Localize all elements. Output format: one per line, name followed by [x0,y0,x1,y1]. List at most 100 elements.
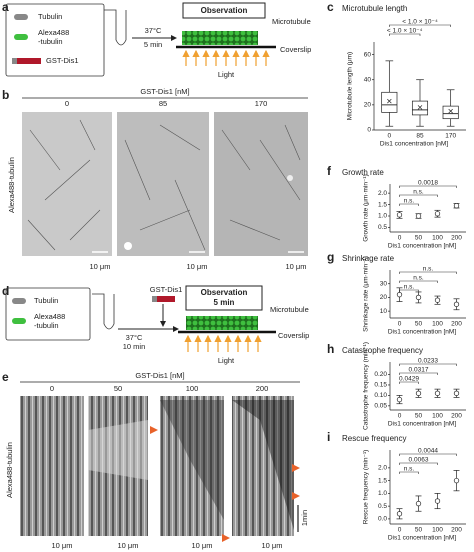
x-tick-label: 50 [415,527,423,534]
tubulin-icon [14,14,28,20]
significance-label: n.s. [404,198,415,205]
panel-d: d Tubulin Alexa488 -tubulin 37°C 10 min … [2,284,309,365]
y-tick-label: 0 [367,127,371,134]
mean-dot [415,390,422,396]
gst-icon [152,296,157,302]
x-tick-label: 85 [416,133,424,140]
significance-label: 0.0233 [418,358,438,365]
label: Light [218,356,235,365]
label: Coverslip [280,45,311,54]
header: GST-Dis1 [nM] [140,87,189,96]
observation-box [185,285,263,311]
chart-title: Rescue frequency [342,434,406,443]
x-tick-label: 0 [398,413,402,420]
x-axis-label: Dis1 concentration [nM] [380,141,448,148]
observation-box [182,2,266,19]
panel-label: i [327,430,330,444]
x-axis-label: Dis1 concentration [nM] [388,243,456,250]
x-tick-label: 100 [432,413,443,420]
x-tick-label: 50 [415,321,423,328]
microtubule [186,316,258,330]
column-label: 0 [50,384,54,393]
x-tick-label: 100 [432,235,443,242]
significance-bracket [399,271,457,274]
chart-title: Microtubule length [342,4,407,13]
panel-b: b GST-Dis1 [nM] 0 85 170 Alexa488-tubuli… [2,87,308,271]
mean-marker [448,108,453,114]
tube [92,293,115,330]
reagent-label: GST-Dis1 [150,285,183,294]
scale-bar-label: 10 μm [118,541,139,550]
dis1-icon [17,58,41,64]
tubulin-icon [12,298,26,304]
x-tick-label: 170 [445,133,456,140]
reagent-label: Alexa488 [34,312,65,321]
significance-bracket [389,33,421,36]
reagent-label: Tubulin [34,296,58,305]
mean-dot [415,213,422,219]
reagent-label: GST-Dis1 [46,56,79,65]
condition: 5 min [144,40,162,49]
significance-label: n.s. [423,266,434,273]
column-label: 50 [114,384,122,393]
label: Microtubule [272,17,311,26]
significance-bracket [399,194,438,197]
condition: 10 min [123,342,146,351]
significance-label: < 1.0 × 10⁻⁴ [402,19,438,26]
alexa-icon [12,318,26,324]
significance-label: 0.0018 [418,180,438,187]
significance-bracket [399,471,419,474]
y-tick-label: 2.0 [378,190,387,197]
micrographs [22,112,308,256]
y-tick-label: 0.5 [378,503,387,510]
x-tick-label: 0 [398,321,402,328]
y-tick-label: 2.0 [378,465,387,472]
y-axis-label: Microtubule length (μm) [347,52,354,120]
column-label: 200 [256,384,269,393]
y-tick-label: 0.0 [378,516,387,523]
reagent-label: -tubulin [34,321,59,330]
chart-title: Catastrophe frequency [342,346,423,355]
alexa-icon [14,34,28,40]
y-tick-label: 30 [380,280,388,287]
mean-dot [396,396,403,403]
y-tick-label: 20 [380,294,388,301]
panel-label: e [2,370,9,384]
label: Coverslip [278,331,309,340]
panel-label: g [327,250,334,264]
significance-label: 0.0429 [399,376,419,383]
mean-dot [453,203,460,209]
scale-bar-label: 10 μm [286,262,307,271]
panel-label: b [2,88,9,102]
y-tick-label: 60 [364,51,372,58]
panel-e: e GST-Dis1 [nM] 0 50 100 200 Alexa488-tu… [2,370,309,550]
y-tick-label: 10 [380,308,388,315]
x-tick-label: 50 [415,235,423,242]
significance-label: < 1.0 × 10⁻⁴ [387,28,423,35]
panel-label: a [2,0,9,14]
y-tick-label: 0.5 [378,224,387,231]
observation: 5 min [214,298,235,307]
box [381,91,398,113]
significance-label: n.s. [404,284,415,291]
observation: Observation [201,6,248,15]
x-tick-label: 200 [451,413,462,420]
chart-title: Shrinkage rate [342,254,395,263]
condition: 37°C [145,26,162,35]
label: Microtubule [270,305,309,314]
mean-marker [387,98,392,104]
panel-label: f [327,164,332,178]
reagent-label: Tubulin [38,12,62,21]
mean-dot [453,390,460,396]
panel-label: h [327,342,334,356]
significance-bracket [389,24,451,27]
x-tick-label: 0 [398,235,402,242]
scale-bar-label: 10 μm [52,541,73,550]
column-label: 85 [159,99,167,108]
y-tick-label: 1.5 [378,477,387,484]
mean-marker [417,105,423,110]
mean-dot [396,292,403,298]
tube [104,9,127,46]
mean-dot [415,500,422,507]
x-tick-label: 0 [398,527,402,534]
